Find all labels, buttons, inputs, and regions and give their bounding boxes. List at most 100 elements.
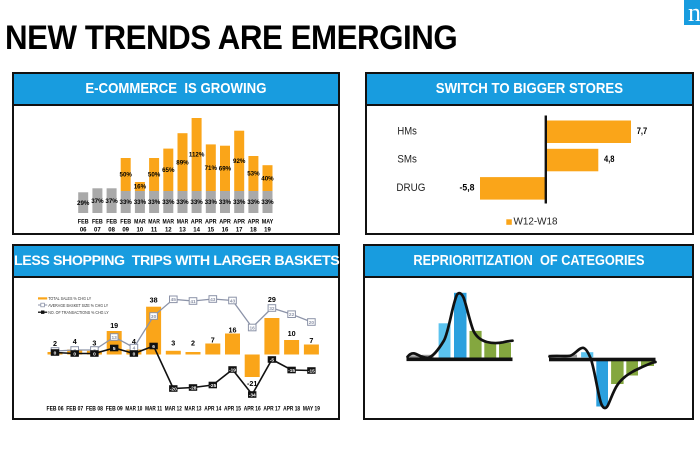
svg-text:43: 43 (230, 298, 236, 304)
svg-text:MAR 11: MAR 11 (145, 407, 163, 413)
svg-text:69%: 69% (219, 166, 232, 173)
svg-text:APR 15: APR 15 (224, 407, 242, 413)
svg-text:MAR 12: MAR 12 (165, 407, 183, 413)
svg-text:33%: 33% (176, 199, 189, 206)
svg-text:-5,8: -5,8 (460, 183, 475, 194)
svg-text:APR: APR (219, 220, 231, 226)
svg-text:08: 08 (108, 228, 115, 234)
svg-text:15: 15 (207, 228, 214, 234)
svg-text:11: 11 (151, 228, 158, 234)
svg-text:MAR: MAR (134, 220, 146, 226)
svg-text:0: 0 (133, 352, 136, 358)
svg-text:07: 07 (94, 228, 101, 234)
svg-text:50%: 50% (148, 172, 161, 179)
svg-text:APR 17: APR 17 (263, 407, 281, 413)
svg-text:09: 09 (122, 228, 129, 234)
svg-text:37%: 37% (105, 198, 118, 205)
svg-text:MAY: MAY (262, 220, 274, 226)
svg-text:16: 16 (229, 326, 237, 335)
svg-text:-19: -19 (229, 368, 236, 374)
svg-text:19: 19 (110, 321, 118, 330)
svg-text:APR 16: APR 16 (244, 407, 262, 413)
svg-text:30: 30 (151, 314, 157, 320)
svg-text:16: 16 (250, 325, 256, 331)
svg-text:33%: 33% (205, 199, 218, 206)
svg-text:12: 12 (165, 228, 172, 234)
svg-text:APR: APR (233, 220, 245, 226)
svg-text:13: 13 (179, 228, 186, 234)
svg-text:DRUG: DRUG (396, 182, 425, 194)
svg-text:-20: -20 (170, 387, 177, 393)
svg-text:APR 14: APR 14 (204, 407, 222, 413)
svg-text:29: 29 (268, 295, 276, 304)
svg-text:33%: 33% (233, 199, 246, 206)
svg-text:41: 41 (190, 299, 196, 305)
svg-text:-25: -25 (209, 383, 216, 389)
svg-text:14: 14 (193, 228, 200, 234)
svg-text:10: 10 (137, 228, 144, 234)
svg-text:10: 10 (288, 329, 296, 338)
svg-text:AVERAGE BASKET SIZE % CHG LY: AVERAGE BASKET SIZE % CHG LY (48, 303, 108, 308)
svg-text:19: 19 (264, 228, 271, 234)
svg-text:MAR 10: MAR 10 (125, 407, 143, 413)
svg-text:17: 17 (236, 228, 243, 234)
svg-text:2: 2 (53, 339, 57, 348)
svg-text:FEB: FEB (92, 220, 103, 226)
svg-text:-5: -5 (270, 358, 275, 364)
svg-text:06: 06 (80, 228, 87, 234)
svg-text:0: 0 (54, 351, 57, 357)
svg-text:7,7: 7,7 (637, 126, 648, 137)
svg-text:NO. OF TRANSACTIONS % CHG LY: NO. OF TRANSACTIONS % CHG LY (48, 310, 108, 315)
svg-text:33%: 33% (120, 199, 133, 206)
svg-text:43: 43 (210, 297, 216, 303)
svg-text:20: 20 (309, 320, 315, 326)
svg-text:4,8: 4,8 (604, 154, 615, 165)
svg-text:4: 4 (133, 345, 136, 351)
svg-text:16: 16 (222, 228, 229, 234)
svg-text:33%: 33% (190, 199, 203, 206)
svg-text:APR: APR (191, 220, 203, 226)
svg-text:FEB 09: FEB 09 (106, 407, 124, 413)
svg-text:MAR: MAR (163, 220, 175, 226)
svg-text:7: 7 (211, 336, 215, 345)
svg-text:65%: 65% (162, 167, 175, 174)
svg-text:32: 32 (269, 306, 275, 312)
svg-text:71%: 71% (205, 165, 218, 172)
svg-text:FEB 08: FEB 08 (86, 407, 104, 413)
svg-text:FEB 06: FEB 06 (47, 407, 65, 413)
svg-text:-15: -15 (288, 368, 295, 374)
svg-text:APR: APR (248, 220, 260, 226)
svg-text:53%: 53% (247, 171, 260, 178)
svg-text:33%: 33% (247, 199, 260, 206)
svg-text:4: 4 (73, 337, 77, 346)
svg-text:29%: 29% (77, 200, 90, 207)
svg-text:APR 18: APR 18 (283, 407, 301, 413)
svg-text:45: 45 (171, 297, 177, 303)
svg-text:33%: 33% (134, 199, 147, 206)
svg-text:0: 0 (73, 352, 76, 358)
svg-text:13: 13 (112, 335, 118, 341)
svg-text:6: 6 (152, 344, 155, 350)
svg-text:5: 5 (113, 346, 116, 352)
svg-text:FEB: FEB (106, 220, 117, 226)
svg-text:-21: -21 (247, 379, 257, 388)
svg-text:3: 3 (171, 339, 175, 348)
svg-text:FEB: FEB (78, 220, 89, 226)
svg-text:92%: 92% (233, 158, 246, 165)
svg-text:22: 22 (289, 312, 295, 318)
svg-text:-34: -34 (249, 393, 256, 399)
svg-text:W12-W18: W12-W18 (514, 215, 558, 227)
svg-text:TOTAL SALES % CHG LY: TOTAL SALES % CHG LY (48, 296, 91, 301)
svg-text:4: 4 (132, 337, 136, 346)
svg-text:37%: 37% (91, 198, 104, 205)
svg-text:50%: 50% (120, 172, 133, 179)
svg-text:33%: 33% (219, 199, 232, 206)
svg-text:16%: 16% (134, 184, 147, 191)
svg-text:APR: APR (205, 220, 217, 226)
svg-text:MAY 19: MAY 19 (303, 407, 321, 413)
svg-text:MAR: MAR (148, 220, 160, 226)
svg-text:MAR: MAR (177, 220, 189, 226)
svg-text:7: 7 (309, 336, 313, 345)
svg-text:18: 18 (250, 228, 257, 234)
svg-text:38: 38 (150, 296, 158, 305)
